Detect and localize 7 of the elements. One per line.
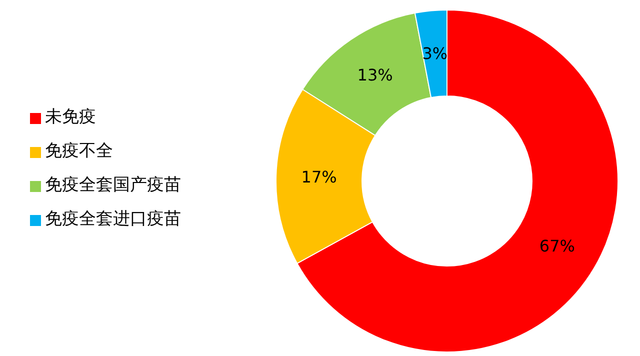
legend-label: 免疫全套国产疫苗 bbox=[45, 175, 181, 195]
data-label: 13% bbox=[357, 66, 393, 85]
data-label: 67% bbox=[539, 236, 575, 256]
legend-label: 免疫不全 bbox=[45, 141, 113, 161]
legend-label: 免疫全套进口疫苗 bbox=[45, 209, 181, 229]
legend-label: 未免疫 bbox=[45, 107, 96, 127]
data-label: 17% bbox=[301, 167, 337, 186]
